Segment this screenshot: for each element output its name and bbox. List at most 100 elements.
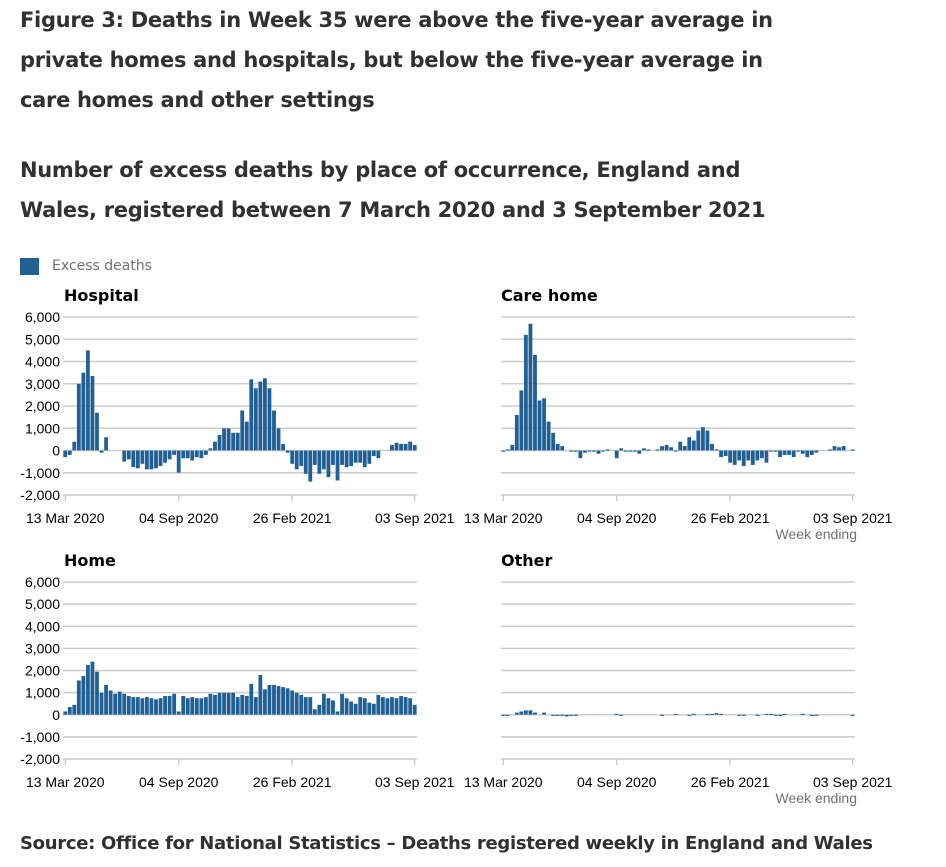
bar — [203, 450, 209, 456]
x-tick-label: 03 Sep 2021 — [375, 510, 455, 526]
bar — [850, 714, 855, 717]
bar — [746, 450, 751, 461]
bar — [308, 696, 313, 715]
bar — [380, 696, 386, 715]
bar — [641, 448, 647, 451]
bar — [700, 426, 706, 451]
bar — [294, 692, 299, 715]
bar — [814, 450, 819, 453]
bar — [591, 450, 597, 452]
bar — [221, 692, 227, 715]
bar — [777, 714, 783, 717]
bar — [678, 441, 683, 451]
bar — [655, 449, 660, 451]
bar — [669, 447, 674, 451]
bar — [714, 712, 719, 715]
bar — [312, 450, 317, 466]
bar — [546, 421, 551, 451]
bar — [212, 441, 218, 451]
y-tick-label: 2,000 — [25, 398, 60, 414]
y-tick-label: 3,000 — [25, 376, 60, 392]
bar — [519, 711, 524, 715]
bar — [94, 671, 100, 715]
bar — [755, 714, 760, 717]
bar — [501, 714, 506, 717]
bar — [687, 714, 692, 717]
bar — [412, 704, 417, 715]
bar — [541, 398, 547, 451]
bar — [199, 698, 204, 715]
bar — [167, 450, 172, 460]
bar — [172, 450, 177, 456]
bar — [551, 714, 556, 717]
x-axis-label: Week ending — [776, 526, 857, 542]
bar — [267, 684, 272, 715]
bar — [646, 449, 651, 451]
bar — [226, 692, 231, 715]
bar — [623, 450, 628, 452]
bar — [217, 692, 222, 715]
bar — [90, 661, 95, 715]
bar — [140, 698, 145, 715]
panel-title: Home — [64, 551, 116, 570]
bar — [67, 450, 72, 456]
bar — [326, 450, 331, 478]
bar — [705, 713, 710, 716]
bar — [750, 450, 755, 466]
bar — [696, 430, 701, 451]
y-tick-label: -1,000 — [20, 465, 60, 481]
bar — [718, 713, 724, 716]
bar — [814, 714, 819, 717]
bar — [212, 694, 218, 715]
bar — [162, 450, 168, 463]
bar — [244, 695, 249, 715]
bar — [659, 445, 665, 451]
bar — [664, 444, 669, 451]
bar — [723, 450, 728, 457]
bar — [317, 450, 322, 475]
x-tick-label: 03 Sep 2021 — [813, 774, 893, 790]
bar — [787, 450, 792, 456]
bar — [153, 699, 159, 715]
y-tick-label: 4,000 — [25, 618, 60, 634]
bar — [773, 714, 778, 717]
bar — [732, 450, 737, 466]
bar — [376, 450, 381, 459]
bar — [768, 450, 774, 452]
bar — [335, 711, 340, 715]
bar — [560, 445, 565, 451]
bar — [619, 448, 624, 451]
bar — [108, 690, 113, 715]
bar — [519, 390, 524, 451]
y-tick-label: 2,000 — [25, 663, 60, 679]
bar — [276, 428, 281, 451]
bar — [403, 443, 408, 451]
bar — [796, 450, 801, 452]
bar — [76, 680, 81, 715]
bar — [185, 698, 190, 715]
bar — [131, 450, 136, 468]
bar — [144, 696, 150, 715]
bar — [226, 428, 231, 451]
x-tick-label: 13 Mar 2020 — [464, 774, 543, 790]
bar — [63, 450, 68, 458]
y-tick-label: 3,000 — [25, 640, 60, 656]
bar — [673, 450, 678, 452]
bar — [600, 450, 606, 452]
bar — [285, 688, 290, 715]
bar — [258, 674, 263, 715]
bar — [290, 690, 295, 715]
bar — [362, 698, 367, 715]
x-tick-label: 04 Sep 2020 — [577, 510, 657, 526]
bar — [85, 664, 91, 715]
bar — [99, 450, 104, 453]
bar — [755, 450, 760, 461]
bar — [709, 443, 715, 451]
bar — [800, 450, 805, 454]
bar — [637, 450, 642, 454]
bar — [299, 694, 304, 715]
bar — [528, 710, 533, 715]
bar — [67, 706, 72, 715]
bar — [523, 334, 529, 451]
bar — [153, 450, 159, 469]
